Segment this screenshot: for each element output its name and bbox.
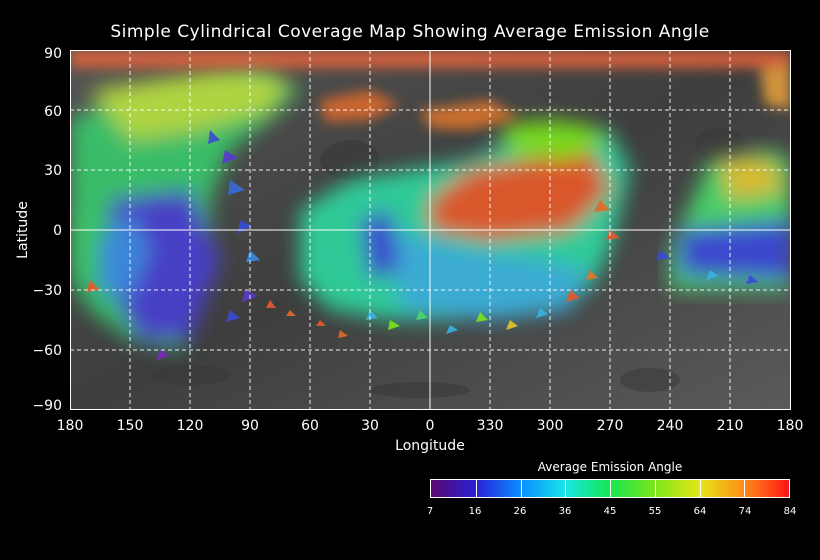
- x-tick-label: 90: [241, 418, 259, 434]
- y-tick-label: 60: [44, 104, 62, 120]
- colorbar-tick-label: 55: [648, 506, 662, 517]
- colorbar-tick-label: 26: [513, 506, 527, 517]
- colorbar-tick-label: 74: [738, 506, 752, 517]
- colorbar-divider: [610, 480, 611, 497]
- coverage-map-svg: [70, 50, 791, 410]
- x-tick-label: 270: [596, 418, 624, 434]
- colorbar-tick-label: 16: [468, 506, 482, 517]
- colorbar-tick-label: 7: [426, 506, 434, 517]
- colorbar-tick-label: 45: [603, 506, 617, 517]
- colorbar-title: Average Emission Angle: [537, 460, 683, 474]
- x-tick-label: 0: [425, 418, 435, 434]
- colorbar-divider: [520, 480, 522, 497]
- colorbar-divider: [654, 480, 656, 497]
- x-tick-label: 30: [361, 418, 379, 434]
- coverage-map: [70, 50, 791, 410]
- colorbar-tick-label: 64: [693, 506, 707, 517]
- x-tick-label: 300: [536, 418, 564, 434]
- colorbar-tick-label: 36: [558, 506, 572, 517]
- x-tick-label: 60: [301, 418, 319, 434]
- colorbar: [430, 479, 790, 498]
- x-tick-label: 330: [476, 418, 504, 434]
- map-title: Simple Cylindrical Coverage Map Showing …: [110, 22, 710, 42]
- map-frame: [70, 50, 791, 410]
- equator-prime-meridian: [70, 50, 791, 410]
- y-tick-label: 90: [44, 46, 62, 62]
- y-tick-label: −60: [32, 343, 62, 359]
- colorbar-tick-label: 84: [783, 506, 797, 517]
- x-tick-label: 150: [116, 418, 144, 434]
- colorbar-divider: [565, 480, 567, 497]
- y-tick-label: 30: [44, 163, 62, 179]
- y-tick-label: −90: [32, 398, 62, 414]
- y-axis-label: Latitude: [14, 201, 31, 259]
- y-tick-label: 0: [53, 223, 62, 239]
- x-tick-label: 120: [176, 418, 204, 434]
- coverage-region-center: [300, 120, 630, 320]
- coverage-region-west: [70, 65, 300, 350]
- colorbar-divider: [744, 480, 746, 497]
- x-axis-label: Longitude: [395, 438, 465, 454]
- x-tick-label: 180: [776, 418, 804, 434]
- x-tick-label: 210: [716, 418, 744, 434]
- colorbar-divider: [475, 480, 477, 497]
- colorbar-divider: [699, 480, 701, 497]
- x-tick-label: 240: [656, 418, 684, 434]
- y-tick-label: −30: [32, 283, 62, 299]
- x-tick-label: 180: [56, 418, 84, 434]
